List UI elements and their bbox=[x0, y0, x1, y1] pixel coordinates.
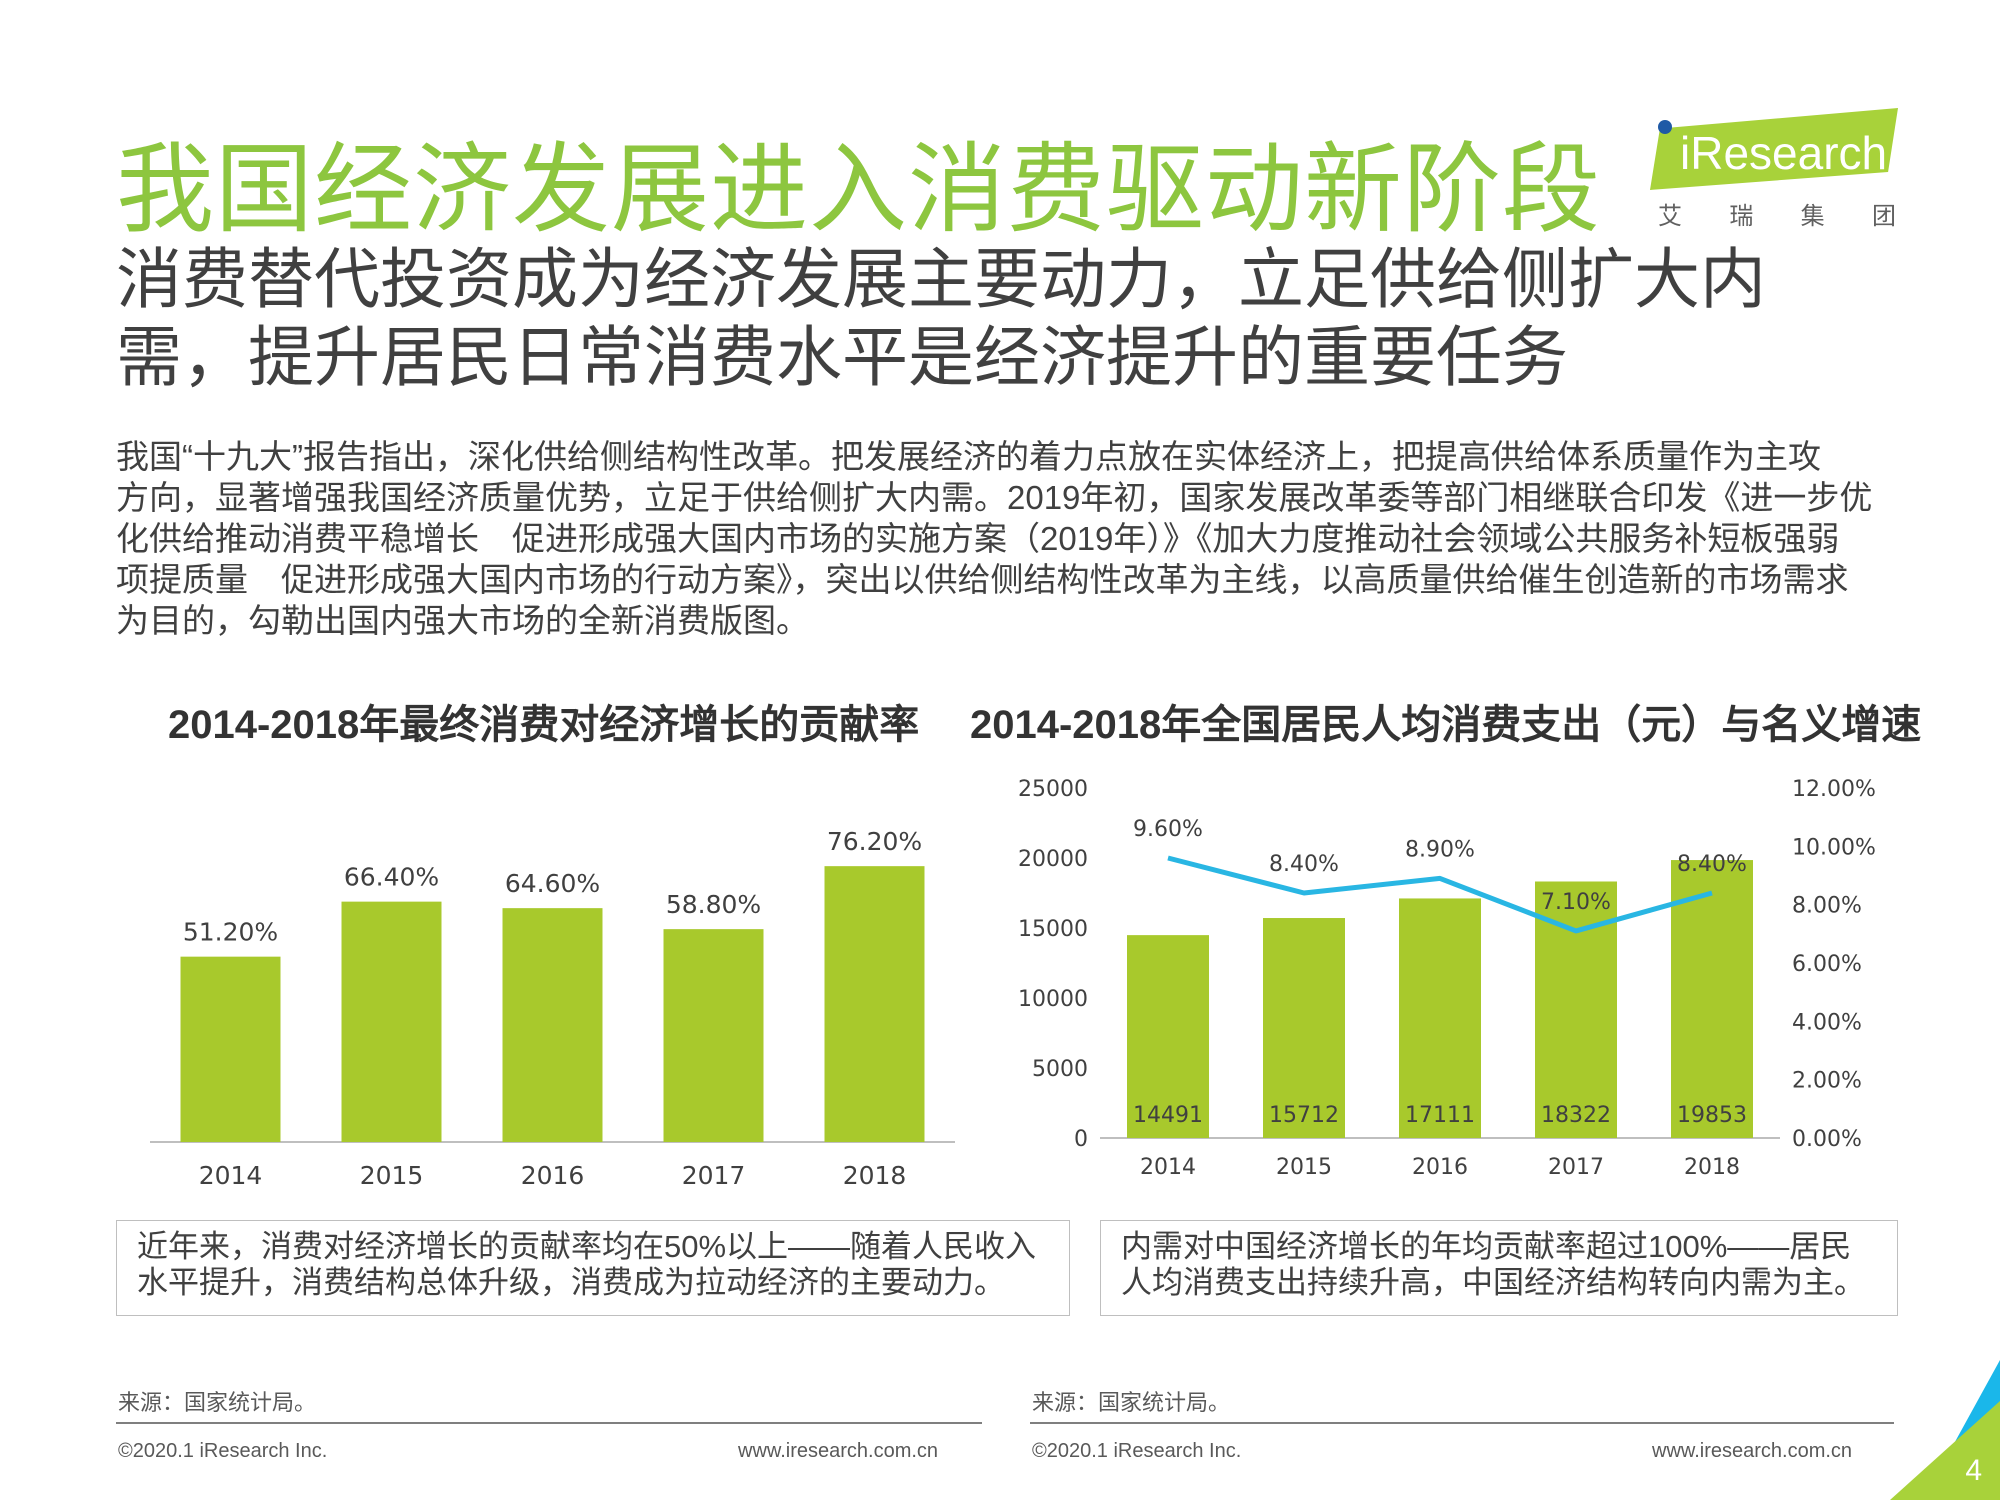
y-left-tick-0: 0 bbox=[1074, 1127, 1088, 1152]
bar-label-2016: 17111 bbox=[1405, 1103, 1475, 1128]
note-line: 水平提升，消费结构总体升级，消费成为拉动经济的主要动力。 bbox=[137, 1265, 1005, 1300]
data-label-2016: 64.60% bbox=[505, 869, 600, 898]
bar-label-2014: 14491 bbox=[1133, 1103, 1203, 1128]
footer-divider-right bbox=[1030, 1422, 1894, 1424]
website-link-left[interactable]: www.iresearch.com.cn bbox=[738, 1440, 939, 1462]
bar-2015 bbox=[1263, 918, 1345, 1138]
y-right-tick-8.00%: 8.00% bbox=[1792, 894, 1862, 919]
x-tick-label-2015: 2015 bbox=[1276, 1155, 1332, 1180]
logo-sub-char: 瑞 bbox=[1729, 203, 1756, 230]
logo-subtitle: 艾 瑞 集 团 bbox=[1658, 196, 1898, 231]
website-link-right[interactable]: www.iresearch.com.cn bbox=[1652, 1440, 1853, 1462]
x-tick-label-2018: 2018 bbox=[1684, 1155, 1740, 1180]
x-tick-label-2014: 2014 bbox=[199, 1161, 263, 1190]
body-paragraph: 我国“十九大”报告指出，深化供给侧结构性改革。把发展经济的着力点放在实体经济上，… bbox=[116, 436, 1896, 641]
y-right-tick-0.00%: 0.00% bbox=[1792, 1127, 1862, 1152]
bar-2016 bbox=[1399, 898, 1481, 1138]
page-subtitle: 消费替代投资成为经济发展主要动力，立足供给侧扩大内 需，提升居民日常消费水平是经… bbox=[116, 240, 1876, 396]
y-left-tick-5000: 5000 bbox=[1032, 1057, 1088, 1082]
source-right: 来源：国家统计局。 bbox=[1032, 1390, 1231, 1415]
data-label-2017: 58.80% bbox=[666, 890, 761, 919]
y-left-tick-20000: 20000 bbox=[1018, 847, 1088, 872]
chart-title-consumption: 2014-2018年全国居民人均消费支出（元）与名义增速 bbox=[970, 703, 1922, 747]
copyright-left: ©2020.1 iResearch Inc. bbox=[118, 1440, 328, 1462]
y-left-tick-15000: 15000 bbox=[1018, 917, 1088, 942]
y-left-tick-10000: 10000 bbox=[1018, 987, 1088, 1012]
y-right-tick-4.00%: 4.00% bbox=[1792, 1010, 1862, 1035]
bar-label-2018: 19853 bbox=[1677, 1103, 1747, 1128]
x-tick-label-2017: 2017 bbox=[682, 1161, 746, 1190]
corner-decoration: 4 bbox=[1890, 1360, 2000, 1500]
bar-2017 bbox=[663, 929, 764, 1142]
subtitle-line: 消费替代投资成为经济发展主要动力，立足供给侧扩大内 bbox=[116, 242, 1766, 316]
x-tick-label-2016: 2016 bbox=[521, 1161, 585, 1190]
line-label-2016: 8.90% bbox=[1405, 837, 1475, 862]
iresearch-logo: iResearch 艾 瑞 集 团 bbox=[1650, 108, 1900, 231]
x-tick-label-2017: 2017 bbox=[1548, 1155, 1604, 1180]
y-right-tick-6.00%: 6.00% bbox=[1792, 952, 1862, 977]
data-label-2018: 76.20% bbox=[827, 827, 922, 856]
logo-sub-char: 团 bbox=[1871, 203, 1898, 230]
page-title: 我国经济发展进入消费驱动新阶段 bbox=[116, 134, 1602, 244]
line-label-2017: 7.10% bbox=[1541, 890, 1611, 915]
logo-dot bbox=[1658, 120, 1672, 134]
page-number: 4 bbox=[1965, 1454, 1982, 1487]
bar-label-2017: 18322 bbox=[1541, 1103, 1611, 1128]
body-line: 项提质量 促进形成强大国内市场的行动方案》，突出以供给侧结构性改革为主线，以高质… bbox=[116, 561, 1849, 598]
line-label-2015: 8.40% bbox=[1269, 852, 1339, 877]
bar-2014 bbox=[180, 956, 281, 1142]
chart-title-contribution: 2014-2018年最终消费对经济增长的贡献率 bbox=[168, 703, 920, 747]
body-line: 为目的，勾勒出国内强大市场的全新消费版图。 bbox=[116, 602, 809, 639]
x-tick-label-2016: 2016 bbox=[1412, 1155, 1468, 1180]
logo-sub-char: 集 bbox=[1800, 203, 1827, 230]
consumption-combo-chart: 0 5000 10000 15000 20000 25000 0.00% 2.00% 4.00%… bbox=[1018, 777, 1876, 1180]
line-label-2018: 8.40% bbox=[1677, 852, 1747, 877]
copyright-right: ©2020.1 iResearch Inc. bbox=[1032, 1440, 1242, 1462]
body-line: 方向，显著增强我国经济质量优势，立足于供给侧扩大内需。2019年初，国家发展改革… bbox=[116, 479, 1873, 516]
x-tick-label-2018: 2018 bbox=[843, 1161, 907, 1190]
line-label-2014: 9.60% bbox=[1133, 817, 1203, 842]
subtitle-line: 需，提升居民日常消费水平是经济提升的重要任务 bbox=[116, 320, 1568, 394]
logo-text: iResearch bbox=[1680, 127, 1888, 179]
bar-2018 bbox=[1671, 860, 1753, 1138]
contribution-bar-chart: 51.20% 2014 66.40% 2015 64.60% 2016 58.80% 2017… bbox=[150, 827, 955, 1190]
logo-sub-char: 艾 bbox=[1658, 203, 1684, 230]
y-left-tick-25000: 25000 bbox=[1018, 777, 1088, 802]
growth-rate-line bbox=[1167, 855, 1713, 934]
bar-2014 bbox=[1127, 935, 1209, 1138]
x-tick-label-2014: 2014 bbox=[1140, 1155, 1196, 1180]
bar-2016 bbox=[502, 908, 603, 1142]
note-line: 人均消费支出持续升高，中国经济结构转向内需为主。 bbox=[1121, 1265, 1865, 1300]
body-line: 我国“十九大”报告指出，深化供给侧结构性改革。把发展经济的着力点放在实体经济上，… bbox=[116, 438, 1821, 475]
bar-2015 bbox=[341, 901, 442, 1142]
y-right-tick-10.00%: 10.00% bbox=[1792, 835, 1876, 860]
y-right-tick-12.00%: 12.00% bbox=[1792, 777, 1876, 802]
y-right-tick-2.00%: 2.00% bbox=[1792, 1069, 1862, 1094]
data-label-2015: 66.40% bbox=[344, 863, 439, 892]
body-line: 化供给推动消费平稳增长 促进形成强大国内市场的实施方案（2019年）》《加大力度… bbox=[116, 520, 1840, 557]
note-box-right: 内需对中国经济增长的年均贡献率超过100%——居民 人均消费支出持续升高，中国经… bbox=[1100, 1220, 1898, 1316]
bar-2018 bbox=[824, 866, 925, 1142]
note-box-left: 近年来，消费对经济增长的贡献率均在50%以上——随着人民收入 水平提升，消费结构… bbox=[116, 1220, 1070, 1316]
x-tick-label-2015: 2015 bbox=[360, 1161, 424, 1190]
data-label-2014: 51.20% bbox=[183, 918, 278, 947]
note-line: 近年来，消费对经济增长的贡献率均在50%以上——随着人民收入 bbox=[137, 1229, 1037, 1264]
footer-divider-left bbox=[116, 1422, 982, 1424]
bar-label-2015: 15712 bbox=[1269, 1103, 1339, 1128]
source-left: 来源：国家统计局。 bbox=[118, 1390, 317, 1415]
note-line: 内需对中国经济增长的年均贡献率超过100%——居民 bbox=[1121, 1229, 1852, 1264]
